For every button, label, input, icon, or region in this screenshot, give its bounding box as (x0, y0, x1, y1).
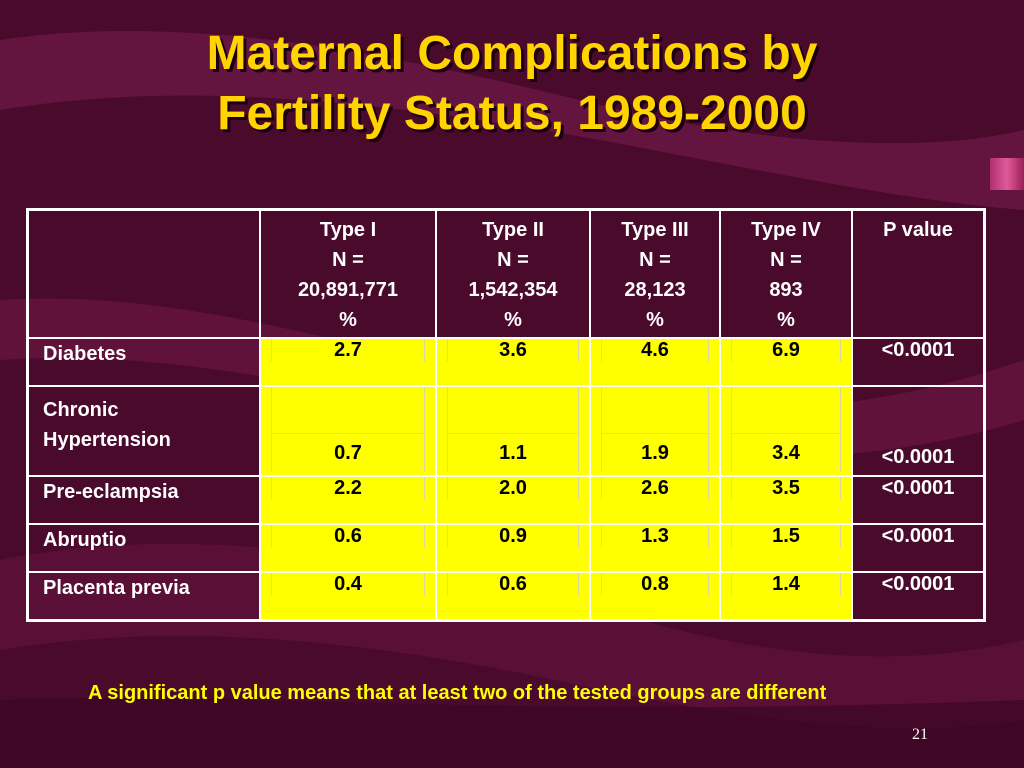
footnote: A significant p value means that at leas… (88, 682, 827, 704)
title-line-2: Fertility Status, 1989-2000 (217, 87, 807, 140)
table-cell: 1.3 (590, 524, 720, 572)
row-label: Pre-eclampsia (28, 476, 260, 524)
table-row-placenta-previa: Placenta previa 0.4 0.6 0.8 1.4 <0.0001 (28, 572, 984, 620)
table-cell: 2.0 (436, 476, 590, 524)
table-cell: 0.8 (590, 572, 720, 620)
table-cell: 1.9 (590, 386, 720, 476)
p-value-cell: <0.0001 (852, 476, 984, 524)
p-value-cell: <0.0001 (852, 572, 984, 620)
column-header-type-4: Type IV N = 893 % (720, 210, 852, 338)
table-cell: 4.6 (590, 338, 720, 386)
table-row-chronic-hypertension: Chronic Hypertension 0.7 1.1 1.9 3.4 <0.… (28, 386, 984, 476)
decorative-bar (990, 158, 1024, 190)
table-cell: 1.5 (720, 524, 852, 572)
slide-title: Maternal Complications by Fertility Stat… (0, 24, 1024, 144)
row-label: Chronic Hypertension (28, 386, 260, 476)
table-cell: 3.4 (720, 386, 852, 476)
table-cell: 2.2 (260, 476, 436, 524)
table-cell: 1.1 (436, 386, 590, 476)
table-cell: 0.7 (260, 386, 436, 476)
title-line-1: Maternal Complications by (206, 27, 818, 80)
table-cell: 3.6 (436, 338, 590, 386)
table-row-diabetes: Diabetes 2.7 3.6 4.6 6.9 <0.0001 (28, 338, 984, 386)
table-cell: 0.6 (260, 524, 436, 572)
table-cell: 2.6 (590, 476, 720, 524)
p-value-cell: <0.0001 (852, 524, 984, 572)
column-header-type-2: Type II N = 1,542,354 % (436, 210, 590, 338)
p-value-cell: <0.0001 (852, 338, 984, 386)
row-label: Diabetes (28, 338, 260, 386)
header-empty-cell (28, 210, 260, 338)
complications-table: Type I N = 20,891,771 % Type II N = 1,54… (26, 208, 986, 622)
column-header-type-1: Type I N = 20,891,771 % (260, 210, 436, 338)
column-header-type-3: Type III N = 28,123 % (590, 210, 720, 338)
table-cell: 6.9 (720, 338, 852, 386)
page-number: 21 (912, 726, 928, 743)
p-value-cell: <0.0001 (852, 386, 984, 476)
table-cell: 0.6 (436, 572, 590, 620)
header-row: Type I N = 20,891,771 % Type II N = 1,54… (28, 210, 984, 338)
table-row-pre-eclampsia: Pre-eclampsia 2.2 2.0 2.6 3.5 <0.0001 (28, 476, 984, 524)
table-row-abruptio: Abruptio 0.6 0.9 1.3 1.5 <0.0001 (28, 524, 984, 572)
table-cell: 1.4 (720, 572, 852, 620)
table-cell: 3.5 (720, 476, 852, 524)
row-label: Placenta previa (28, 572, 260, 620)
column-header-p-value: P value (852, 210, 984, 338)
table-cell: 0.4 (260, 572, 436, 620)
row-label: Abruptio (28, 524, 260, 572)
table-cell: 0.9 (436, 524, 590, 572)
table-cell: 2.7 (260, 338, 436, 386)
